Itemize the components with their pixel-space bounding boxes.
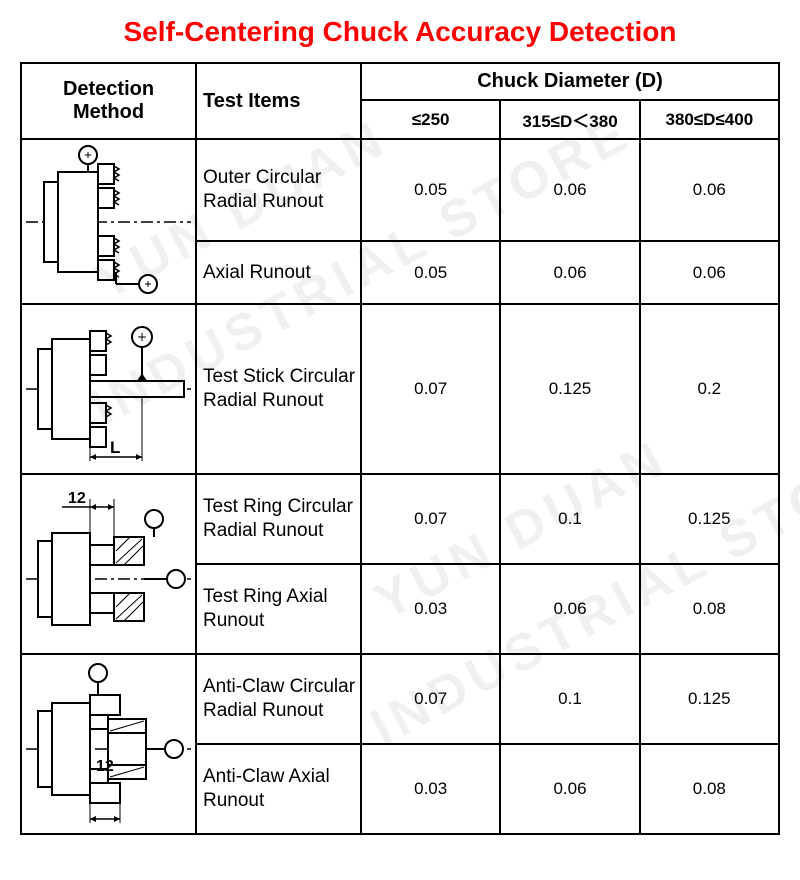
range-1: 315≤D＜380 [500, 100, 639, 139]
chuck-diagram-1 [26, 144, 191, 299]
table-row: L Test Stick Circular Radial Runout 0.07… [21, 304, 779, 474]
val-5-0: 0.07 [361, 654, 500, 744]
page-container: YUN DUAN INDUSTRIAL STORE YUN DUAN INDUS… [0, 0, 800, 845]
item-4: Test Ring Axial Runout [196, 564, 361, 654]
val-5-2: 0.125 [640, 654, 779, 744]
item-6: Anti-Claw Axial Runout [196, 744, 361, 834]
item-5: Anti-Claw Circular Radial Runout [196, 654, 361, 744]
accuracy-table: Detection Method Test Items Chuck Diamet… [20, 62, 780, 835]
page-title: Self-Centering Chuck Accuracy Detection [20, 16, 780, 48]
val-1-2: 0.06 [640, 241, 779, 304]
val-6-2: 0.08 [640, 744, 779, 834]
val-2-0: 0.07 [361, 304, 500, 474]
chuck-diagram-4: 12 [26, 659, 191, 829]
table-row: Outer Circular Radial Runout 0.05 0.06 0… [21, 139, 779, 241]
val-6-1: 0.06 [500, 744, 639, 834]
val-4-2: 0.08 [640, 564, 779, 654]
dim-label-L: L [110, 438, 120, 457]
val-0-0: 0.05 [361, 139, 500, 241]
diagram-1 [21, 139, 196, 304]
header-items: Test Items [196, 63, 361, 139]
val-0-1: 0.06 [500, 139, 639, 241]
val-2-1: 0.125 [500, 304, 639, 474]
val-4-0: 0.03 [361, 564, 500, 654]
diagram-3: 12 [21, 474, 196, 654]
table-row: 12 Anti-Claw Circular Radial Runout 0.07… [21, 654, 779, 744]
range-0: ≤250 [361, 100, 500, 139]
item-1: Axial Runout [196, 241, 361, 304]
val-1-0: 0.05 [361, 241, 500, 304]
dim-label-12a: 12 [68, 490, 86, 507]
diagram-4: 12 [21, 654, 196, 834]
val-2-2: 0.2 [640, 304, 779, 474]
header-chuck: Chuck Diameter (D) [361, 63, 779, 100]
val-6-0: 0.03 [361, 744, 500, 834]
dim-label-12b: 12 [96, 758, 114, 775]
val-5-1: 0.1 [500, 654, 639, 744]
item-2: Test Stick Circular Radial Runout [196, 304, 361, 474]
item-3: Test Ring Circular Radial Runout [196, 474, 361, 564]
item-0: Outer Circular Radial Runout [196, 139, 361, 241]
range-2: 380≤D≤400 [640, 100, 779, 139]
val-3-2: 0.125 [640, 474, 779, 564]
val-0-2: 0.06 [640, 139, 779, 241]
val-3-1: 0.1 [500, 474, 639, 564]
val-1-1: 0.06 [500, 241, 639, 304]
header-method: Detection Method [21, 63, 196, 139]
val-3-0: 0.07 [361, 474, 500, 564]
table-row: 12 Test Ring Circular Radial Runout 0.07… [21, 474, 779, 564]
diagram-2: L [21, 304, 196, 474]
val-4-1: 0.06 [500, 564, 639, 654]
chuck-diagram-2: L [26, 309, 191, 469]
chuck-diagram-3: 12 [26, 479, 191, 649]
header-row-1: Detection Method Test Items Chuck Diamet… [21, 63, 779, 100]
